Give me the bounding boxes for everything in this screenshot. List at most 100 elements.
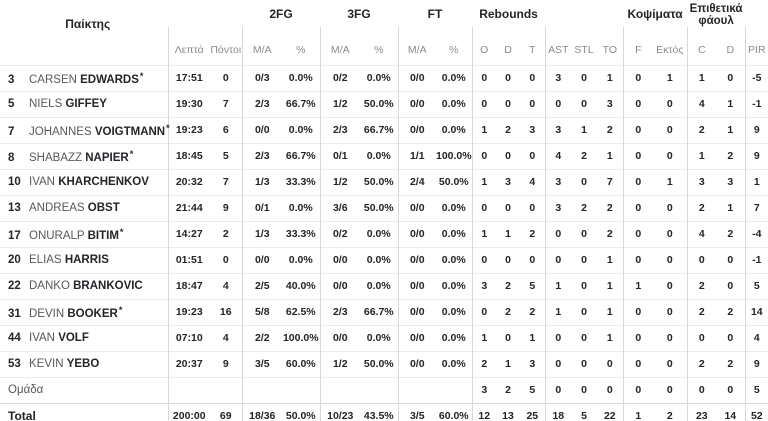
player-cell: 31 DEVIN BOOKER* <box>0 299 168 325</box>
player-number: 10 <box>8 176 21 188</box>
stat-3fg-pct: 0.0% <box>366 72 391 84</box>
stat-ft-pct: 0.0% <box>441 72 466 84</box>
stat-reb-d: 3 <box>505 176 511 188</box>
stat-ft-ma: 0/0 <box>397 195 436 221</box>
stat-3fg-ma <box>319 377 360 403</box>
player-last-name: BOOKER <box>67 307 118 320</box>
stat-ft-pct <box>436 377 472 403</box>
stat-blk-ag: 0 <box>666 332 673 344</box>
stat-pir: 9 <box>744 143 768 169</box>
stat-ft-pct: 0.0% <box>441 254 466 266</box>
stat-blk-fv: 1 <box>622 273 654 299</box>
stat-ast: 3 <box>544 195 572 221</box>
stat-reb-d: 1 <box>505 358 511 370</box>
stat-reb-o: 12 <box>471 403 497 421</box>
stat-pts: 4 <box>222 332 229 344</box>
stat-reb-t: 0 <box>529 98 536 110</box>
stat-3fg-ma: 0/0 <box>319 273 360 299</box>
player-last-name: GIFFEY <box>65 98 107 110</box>
player-cell: 13 ANDREAS OBST <box>0 195 168 221</box>
column-header-reb-t: T <box>529 43 536 56</box>
stat-ft-ma: 0/0 <box>397 299 436 325</box>
stat-ft-pct: 0.0% <box>441 98 466 110</box>
stat-pts: 4 <box>222 280 229 292</box>
stat-reb-o: 0 <box>471 247 497 273</box>
stat-to: 2 <box>606 124 613 136</box>
player-row: 22 DANKO BRANKOVIC 18:47 4 2/5 40.0% 0/0 0.0% 0/… <box>0 273 768 299</box>
stat-stl: 0 <box>581 228 587 240</box>
stat-ast: 3 <box>544 65 572 91</box>
stat-pts <box>210 377 242 403</box>
player-number: 20 <box>8 254 21 266</box>
stat-min: 18:47 <box>167 273 210 299</box>
stat-reb-t: 5 <box>529 280 536 292</box>
stat-foul-c: 23 <box>686 403 717 421</box>
stat-blk-ag: 2 <box>666 410 673 421</box>
stat-foul-d: 0 <box>727 254 734 266</box>
stat-blk-ag: 0 <box>666 280 673 292</box>
stat-min: 07:10 <box>167 325 210 351</box>
stat-ft-pct: 60.0% <box>438 410 469 421</box>
player-cell: 7 JOHANNES VOIGTMANN* <box>0 117 170 143</box>
stat-foul-c: 0 <box>686 247 717 273</box>
stat-3fg-pct: 0.0% <box>366 280 391 292</box>
stat-3fg-ma: 1/2 <box>319 169 360 195</box>
stat-reb-d: 2 <box>505 384 511 396</box>
stat-foul-d: 2 <box>727 150 734 162</box>
player-row: 10 IVAN KHARCHENKOV 20:32 7 1/3 33.3% 1/2 50.0%… <box>0 169 768 195</box>
stat-reb-d: 0 <box>505 254 511 266</box>
stat-2fg-pct: 66.7% <box>285 150 316 162</box>
stat-2fg-pct: 40.0% <box>285 280 316 292</box>
stat-3fg-pct: 50.0% <box>363 98 394 110</box>
stat-blk-ag: 0 <box>666 254 673 266</box>
stat-foul-d: 1 <box>727 124 734 136</box>
stat-ast: 0 <box>544 221 572 247</box>
column-header-foul-c: C <box>686 27 717 65</box>
stat-reb-d: 0 <box>505 150 511 162</box>
stat-foul-d: 14 <box>724 410 737 421</box>
team-row-label: Ομάδα <box>8 384 44 396</box>
stat-blk-ag: 1 <box>666 72 673 84</box>
stat-ft-ma: 0/0 <box>397 325 436 351</box>
stat-blk-ag: 0 <box>666 306 673 318</box>
stat-reb-t: 0 <box>529 150 536 162</box>
column-header-blk-ag: Εκτός <box>656 43 684 56</box>
stat-foul-c: 2 <box>686 117 717 143</box>
stat-pir: 4 <box>744 325 768 351</box>
stat-3fg-ma: 0/2 <box>319 65 360 91</box>
stat-2fg-pct: 50.0% <box>285 410 316 421</box>
stat-ft-pct: 0.0% <box>441 306 466 318</box>
column-header-reb-d: D <box>504 43 512 56</box>
stat-2fg-ma: 2/5 <box>241 273 282 299</box>
stat-to: 1 <box>606 254 613 266</box>
stat-reb-o: 2 <box>471 351 497 377</box>
column-header-3fg-pct: % <box>374 43 384 56</box>
group-header-3fg: 3FG <box>347 6 371 21</box>
stat-foul-d: 3 <box>727 176 734 188</box>
stat-pir: 9 <box>744 351 768 377</box>
stat-reb-t: 0 <box>529 254 536 266</box>
stat-blk-fv: 0 <box>622 65 654 91</box>
player-first-name: NIELS <box>29 98 66 110</box>
stat-ast: 3 <box>544 117 572 143</box>
stat-stl: 2 <box>581 202 587 214</box>
stat-min: 21:44 <box>167 195 210 221</box>
player-number: 8 <box>8 151 15 164</box>
stat-ft-pct: 50.0% <box>438 176 469 188</box>
player-cell: 53 KEVIN YEBO <box>0 351 168 377</box>
stat-foul-c: 3 <box>686 169 717 195</box>
spacer-minutes-points <box>168 0 242 27</box>
player-first-name: CARSEN <box>29 73 81 86</box>
stat-ast: 1 <box>544 299 572 325</box>
column-header-pir: PIR <box>744 27 768 65</box>
player-number: 3 <box>8 73 15 86</box>
stat-2fg-ma: 1/3 <box>241 221 282 247</box>
stat-min: 14:27 <box>167 221 210 247</box>
stat-min: 18:45 <box>167 143 210 169</box>
stat-reb-t: 4 <box>529 176 536 188</box>
stat-stl: 0 <box>581 280 587 292</box>
stat-pts: 16 <box>219 306 232 318</box>
player-number: 53 <box>8 358 21 370</box>
stat-to: 0 <box>606 358 613 370</box>
